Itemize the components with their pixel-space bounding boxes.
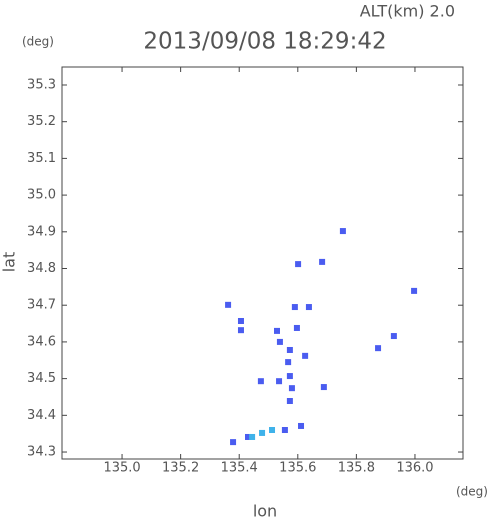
echo-cell xyxy=(288,385,295,392)
x-axis-label: lon xyxy=(253,502,277,521)
echo-cell xyxy=(230,439,237,446)
echo-cell xyxy=(293,324,300,331)
echo-cell xyxy=(319,258,326,265)
echo-cell xyxy=(257,378,264,385)
echo-cell xyxy=(225,301,232,308)
x-tick-label: 135.0 xyxy=(103,461,140,476)
echo-cell xyxy=(286,398,293,405)
x-unit: (deg) xyxy=(456,485,488,499)
echo-cell xyxy=(320,384,327,391)
x-tick-label: 135.8 xyxy=(338,461,375,476)
echo-cell xyxy=(273,327,280,334)
plot-frame xyxy=(61,66,464,460)
x-tick-label: 135.6 xyxy=(279,461,316,476)
y-tick-label: 34.5 xyxy=(27,371,56,386)
subtitle: ALT(km) 2.0 xyxy=(360,2,455,21)
y-tick-label: 34.3 xyxy=(27,445,56,460)
x-tick-label: 135.4 xyxy=(221,461,258,476)
echo-cell xyxy=(305,304,312,311)
x-tick-label: 136.0 xyxy=(396,461,433,476)
echo-cell xyxy=(276,378,283,385)
x-tick-label: 135.2 xyxy=(162,461,199,476)
echo-cell xyxy=(302,352,309,359)
y-tick-label: 35.3 xyxy=(27,77,56,92)
echo-cell xyxy=(339,228,346,235)
echo-cell xyxy=(276,338,283,345)
y-unit: (deg) xyxy=(22,35,54,49)
echo-cell xyxy=(269,427,276,434)
echo-cell xyxy=(390,333,397,340)
y-tick-label: 35.2 xyxy=(27,114,56,129)
echo-cell xyxy=(286,346,293,353)
echo-cell xyxy=(295,261,302,268)
y-tick-label: 35.1 xyxy=(27,151,56,166)
echo-cell xyxy=(375,345,382,352)
echo-cell xyxy=(411,287,418,294)
y-tick-label: 34.4 xyxy=(27,408,56,423)
y-tick-label: 34.8 xyxy=(27,261,56,276)
echo-cell xyxy=(249,433,256,440)
echo-cell xyxy=(237,327,244,334)
y-tick-label: 34.7 xyxy=(27,298,56,313)
y-axis-label: lat xyxy=(0,252,19,273)
y-tick-label: 34.6 xyxy=(27,334,56,349)
y-tick-label: 34.9 xyxy=(27,224,56,239)
echo-cell xyxy=(259,429,266,436)
echo-cell xyxy=(281,427,288,434)
chart-title: 2013/09/08 18:29:42 xyxy=(143,29,386,55)
echo-cell xyxy=(291,304,298,311)
echo-cell xyxy=(245,433,252,440)
echo-cell xyxy=(237,317,244,324)
echo-cell xyxy=(285,359,292,366)
echo-cell xyxy=(298,422,305,429)
echo-cell xyxy=(286,373,293,380)
y-tick-label: 35.0 xyxy=(27,188,56,203)
